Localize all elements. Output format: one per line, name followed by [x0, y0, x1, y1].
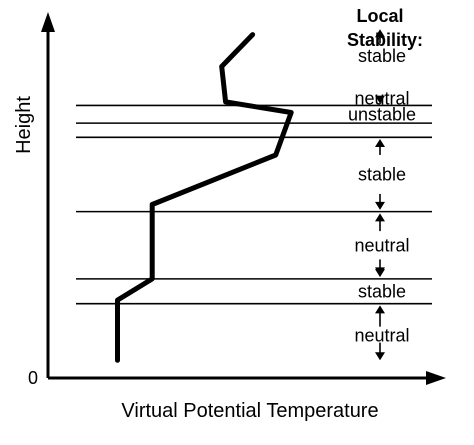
- stability-label-neutral: neutral: [354, 235, 409, 255]
- y-axis-label: Height: [13, 96, 35, 154]
- arrow-head-up: [375, 305, 385, 314]
- stability-label-stable: stable: [358, 46, 406, 66]
- arrow-head-up: [375, 139, 385, 148]
- arrow-head-down: [375, 267, 385, 276]
- x-axis-arrow: [426, 371, 446, 385]
- arrow-head-down: [375, 201, 385, 210]
- stability-label-stable: stable: [358, 164, 406, 184]
- stability-label-neutral: neutral: [354, 326, 409, 346]
- origin-label: 0: [28, 368, 38, 388]
- legend-title-line-1: Local: [356, 6, 403, 26]
- arrow-head-down: [375, 352, 385, 361]
- x-axis-label: Virtual Potential Temperature: [121, 400, 378, 422]
- stability-label-stable: stable: [358, 281, 406, 301]
- virtual-potential-temperature-profile: [115, 32, 294, 363]
- y-axis-arrow: [41, 12, 55, 32]
- legend-title-line-2: Stability:: [347, 30, 423, 50]
- arrow-head-up: [375, 213, 385, 222]
- arrow-head-up: [375, 29, 385, 38]
- stability-arrows: [375, 29, 385, 361]
- arrow-head-down: [375, 95, 385, 104]
- stability-labels: neutralstableneutralstableunstableneutra…: [348, 46, 416, 346]
- layer-boundaries: [76, 104, 432, 305]
- stability-label-unstable: unstable: [348, 104, 416, 124]
